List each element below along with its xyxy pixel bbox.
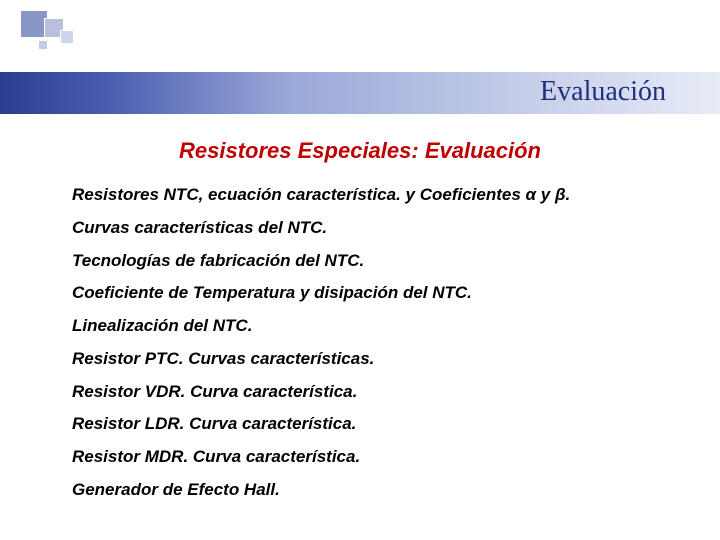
deco-square [60,30,74,44]
list-item: Resistor LDR. Curva característica. [72,413,680,435]
list-item: Resistor VDR. Curva característica. [72,381,680,403]
list-item: Resistores NTC, ecuación característica.… [72,184,680,206]
list-item: Resistor MDR. Curva característica. [72,446,680,468]
list-item: Generador de Efecto Hall. [72,479,680,501]
corner-decoration [20,10,130,70]
list-item: Coeficiente de Temperatura y disipación … [72,282,680,304]
list-item: Resistor PTC. Curvas características. [72,348,680,370]
deco-square [38,40,48,50]
content-list: Resistores NTC, ecuación característica.… [72,184,680,512]
slide-container: Evaluación Resistores Especiales: Evalua… [0,0,720,540]
list-item: Linealización del NTC. [72,315,680,337]
list-item: Tecnologías de fabricación del NTC. [72,250,680,272]
list-item: Curvas características del NTC. [72,217,680,239]
section-title: Resistores Especiales: Evaluación [0,138,720,164]
slide-title: Evaluación [540,76,666,108]
